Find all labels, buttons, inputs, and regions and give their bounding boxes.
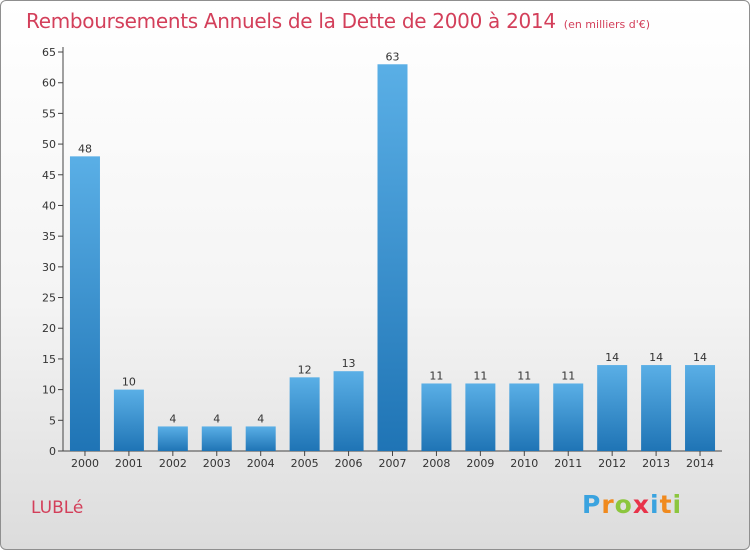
y-tick-label: 55: [42, 107, 56, 120]
y-tick-label: 5: [49, 414, 56, 427]
x-tick-label: 2010: [510, 457, 538, 470]
bar: [597, 365, 628, 451]
data-label: 13: [342, 357, 356, 370]
logo-letter: i: [672, 490, 683, 519]
bar: [377, 64, 408, 452]
x-tick-label: 2011: [554, 457, 582, 470]
y-tick-label: 15: [42, 353, 56, 366]
bar: [465, 383, 496, 451]
y-tick-label: 45: [42, 169, 56, 182]
data-label: 14: [649, 351, 663, 364]
y-tick-label: 30: [42, 261, 56, 274]
bar: [113, 389, 144, 451]
data-label: 10: [122, 376, 136, 389]
logo-letter: o: [614, 490, 633, 519]
data-labels: 48 10 4 4 4 12 13 63 11 11 11 11 14 14 14: [78, 50, 707, 425]
logo-letter: t: [659, 490, 673, 519]
logo-letter: r: [601, 490, 615, 519]
x-tick-label: 2012: [598, 457, 626, 470]
x-tick-label: 2002: [159, 457, 187, 470]
data-label: 4: [257, 412, 264, 425]
data-label: 11: [517, 369, 531, 382]
unit-label: (en milliers d'€): [563, 18, 651, 31]
data-label: 4: [169, 412, 176, 425]
y-tick-label: 50: [42, 138, 56, 151]
proxiti-logo: Proxiti: [582, 490, 682, 519]
bar: [641, 365, 672, 451]
x-tick-label: 2004: [247, 457, 275, 470]
y-tick-label: 10: [42, 384, 56, 397]
y-tick-label: 0: [49, 445, 56, 458]
x-tick-label: 2000: [71, 457, 99, 470]
data-label: 14: [693, 351, 707, 364]
data-label: 14: [605, 351, 619, 364]
location-label: LUBLé: [31, 498, 84, 518]
data-label: 63: [386, 50, 400, 63]
bar: [289, 377, 320, 451]
y-tick-label: 20: [42, 322, 56, 335]
chart-title: Remboursements Annuels de la Dette de 20…: [26, 9, 650, 33]
y-tick-label: 40: [42, 199, 56, 212]
y-tick-label: 65: [42, 46, 56, 59]
x-tick-label: 2013: [642, 457, 670, 470]
logo-letter: i: [650, 490, 660, 519]
bars: [69, 64, 716, 452]
bar: [553, 383, 584, 451]
x-tick-label: 2001: [115, 457, 143, 470]
x-tick-label: 2008: [422, 457, 450, 470]
data-label: 11: [473, 369, 487, 382]
x-tick-label: 2014: [686, 457, 714, 470]
logo-letter: P: [582, 490, 602, 519]
y-tick-label: 25: [42, 292, 56, 305]
logo-letter: x: [632, 490, 650, 519]
y-tick-label: 35: [42, 230, 56, 243]
bar: [157, 426, 188, 451]
bar: [69, 156, 100, 451]
bar: [245, 426, 276, 451]
data-label: 4: [213, 412, 220, 425]
bar: [685, 365, 716, 451]
data-label: 11: [429, 369, 443, 382]
bar: [421, 383, 452, 451]
x-tick-label: 2003: [203, 457, 231, 470]
axes: 0 5 10 15 20 25 30 35 40 45 50 55 60 65 2000 2001 2002 20…: [42, 46, 722, 470]
data-label: 12: [298, 363, 312, 376]
bar: [509, 383, 540, 451]
data-label: 11: [561, 369, 575, 382]
x-tick-label: 2009: [466, 457, 494, 470]
bar: [201, 426, 232, 451]
title-text: Remboursements Annuels de la Dette de 20…: [26, 9, 556, 33]
data-label: 48: [78, 142, 92, 155]
bar: [333, 371, 364, 451]
x-tick-label: 2006: [335, 457, 363, 470]
y-tick-label: 60: [42, 77, 56, 90]
x-tick-label: 2005: [291, 457, 319, 470]
x-tick-label: 2007: [379, 457, 407, 470]
